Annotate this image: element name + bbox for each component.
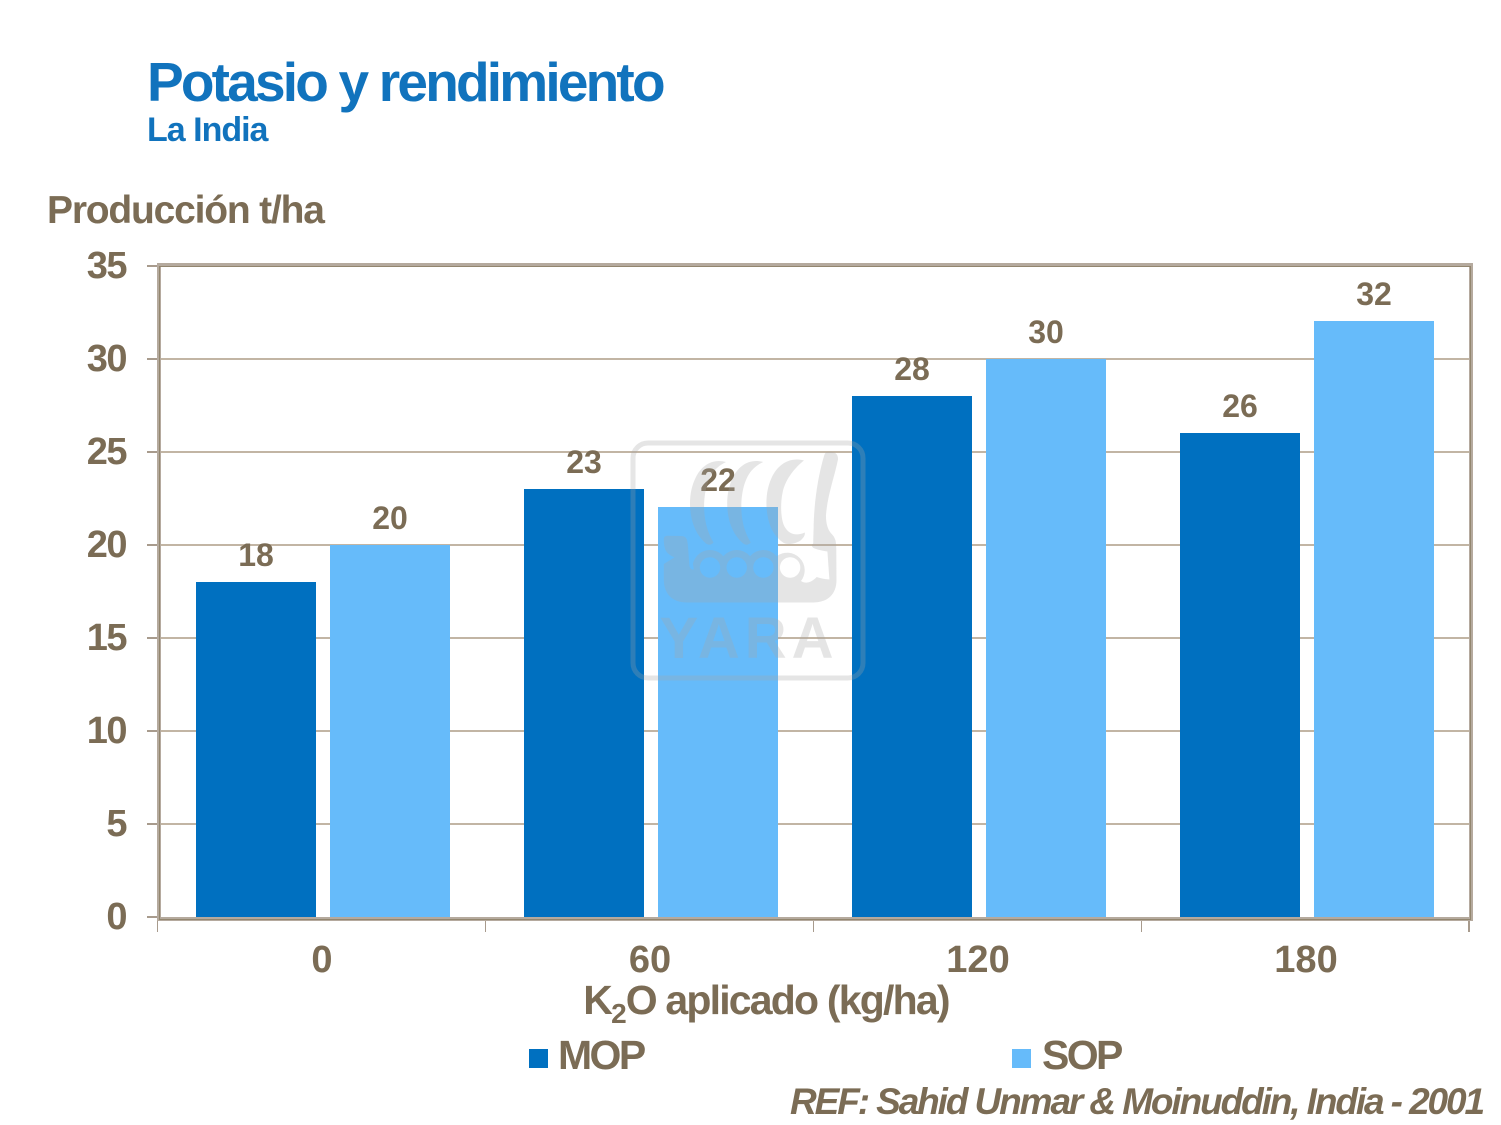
- svg-text:YARA: YARA: [659, 606, 838, 671]
